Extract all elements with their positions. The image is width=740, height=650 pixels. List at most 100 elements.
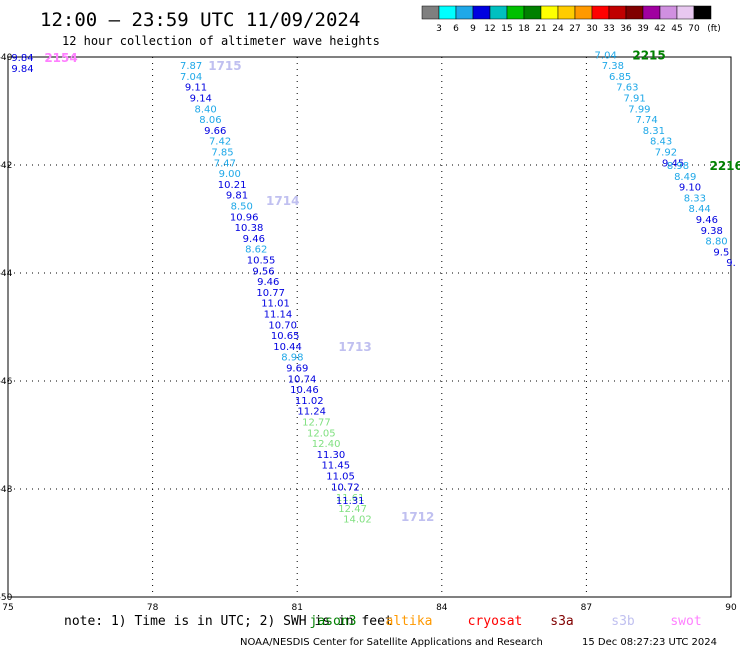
wave-height-label: 11.01 — [261, 299, 290, 310]
x-tick-label: 75 — [2, 603, 13, 613]
wave-height-label: 10.21 — [218, 180, 247, 191]
wave-height-label: 11.45 — [321, 461, 350, 472]
wave-height-label: 8.43 — [650, 137, 672, 148]
wave-height-label: 8.62 — [245, 245, 267, 256]
y-tick-label: -46 — [0, 377, 13, 387]
color-swatch — [693, 5, 712, 20]
wave-height-label: 8.80 — [705, 237, 727, 248]
color-swatch — [557, 5, 576, 20]
wave-height-label: 10.96 — [230, 212, 259, 223]
wave-height-label: 7.47 — [214, 158, 236, 169]
wave-height-label: 7.92 — [655, 148, 677, 159]
wave-height-label: 9. — [726, 258, 736, 269]
color-scale-label: (ft) — [707, 24, 721, 34]
color-scale-label: 39 — [637, 24, 649, 34]
color-swatch — [659, 5, 678, 20]
wave-height-label: 10.70 — [268, 320, 297, 331]
color-scale-label: 18 — [518, 24, 530, 34]
wave-height-label: 8.33 — [684, 193, 706, 204]
color-scale-label: 15 — [501, 24, 512, 34]
track: 7.047.386.857.637.917.997.748.318.437.92… — [595, 48, 690, 172]
wave-height-label: 9.45 — [662, 158, 684, 169]
wave-height-label: 7.91 — [623, 94, 645, 105]
wave-height-label: 7.04 — [180, 72, 202, 83]
track: 7.877.049.119.148.408.069.667.427.857.47… — [180, 59, 242, 180]
wave-height-label: 9.00 — [219, 169, 241, 180]
chart-subtitle: 12 hour collection of altimeter wave hei… — [62, 34, 380, 48]
wave-height-label: 9.84 — [11, 53, 33, 64]
color-scale-label: 12 — [484, 24, 495, 34]
color-scale-label: 30 — [586, 24, 598, 34]
color-swatch — [489, 5, 508, 20]
color-scale-label: 42 — [654, 24, 665, 34]
x-tick-label: 90 — [725, 603, 737, 613]
wave-height-label: 12.47 — [338, 504, 367, 515]
x-tick-label: 84 — [436, 603, 448, 613]
wave-height-label: 9.84 — [11, 64, 33, 75]
wave-height-label: 10.77 — [256, 288, 285, 299]
wave-height-label: 12.40 — [312, 439, 341, 450]
track-time-label: 1715 — [208, 59, 241, 73]
note-line: note: 1) Time is in UTC; 2) SWH is in fe… — [64, 614, 702, 629]
wave-height-label: 7.63 — [616, 83, 638, 94]
color-swatch — [506, 5, 525, 20]
x-tick-label: 81 — [291, 603, 302, 613]
chart-title: 12:00 – 23:59 UTC 11/09/2024 — [40, 9, 360, 31]
track-time-label: 1713 — [338, 340, 371, 354]
color-scale-label: 36 — [620, 24, 632, 34]
wave-height-label: 10.65 — [271, 331, 300, 342]
track: 10.448.989.6910.7410.4611.0211.2412.7712… — [273, 340, 372, 493]
wave-height-label: 8.40 — [194, 104, 216, 115]
color-swatch — [455, 5, 474, 20]
y-tick-label: -40 — [0, 53, 13, 63]
color-swatch — [625, 5, 644, 20]
wave-height-label: 8.98 — [667, 161, 689, 172]
y-tick-label: -44 — [0, 269, 13, 279]
wave-height-label: 11.24 — [297, 407, 326, 418]
wave-height-label: 8.44 — [689, 204, 711, 215]
track: 8.499.108.338.449.469.388.809.59. 2216 — [674, 159, 740, 269]
wave-height-label: 9.81 — [226, 191, 248, 202]
wave-height-label: 9.69 — [286, 364, 308, 375]
track-time-label: 2215 — [632, 48, 665, 62]
color-swatch — [608, 5, 627, 20]
plot-area — [7, 56, 732, 598]
wave-height-label: 9.11 — [185, 83, 207, 94]
wave-height-label: 11.14 — [264, 310, 293, 321]
wave-height-label: 11.02 — [295, 396, 324, 407]
wave-height-label: 9.5 — [713, 247, 729, 258]
wave-height-label: 10.44 — [273, 342, 302, 353]
wave-height-label: 8.49 — [674, 172, 696, 183]
wave-height-label: 8.06 — [199, 115, 221, 126]
wave-height-label: 14.02 — [343, 515, 372, 526]
satellite-s3a: s3a — [550, 614, 573, 629]
wave-height-label: 10.46 — [290, 385, 319, 396]
wave-height-label: 8.98 — [281, 353, 303, 364]
color-swatch — [472, 5, 491, 20]
track-time-label: 2216 — [709, 159, 740, 173]
wave-height-label: 12.05 — [307, 428, 336, 439]
y-tick-label: -42 — [0, 161, 12, 171]
y-tick-label: -50 — [0, 593, 13, 603]
wave-height-label: 9.46 — [243, 234, 265, 245]
satellite-legend: jason3 altika cryosat s3a s3b swot — [310, 614, 702, 629]
note-text: note: 1) Time is in UTC; 2) SWH is in fe… — [64, 614, 393, 629]
color-swatch — [523, 5, 542, 20]
color-scale-label: 45 — [671, 24, 682, 34]
wave-height-label: 9.66 — [204, 126, 226, 137]
wave-height-label: 9.46 — [257, 277, 279, 288]
track-time-label: 1714 — [266, 194, 299, 208]
satellite-altika: altika — [386, 614, 433, 629]
wave-height-label: 11.61 — [336, 493, 365, 504]
wave-height-label: 7.85 — [211, 148, 233, 159]
color-swatch — [676, 5, 695, 20]
color-scale-label: 33 — [603, 24, 614, 34]
wave-height-label: 8.50 — [231, 202, 253, 213]
wave-height-label: 9.46 — [696, 215, 718, 226]
track: 10.219.818.5010.9610.389.468.6210.559.56… — [218, 180, 300, 342]
wave-height-label: 6.85 — [609, 72, 631, 83]
track: 9.849.84 2154 — [11, 51, 77, 75]
